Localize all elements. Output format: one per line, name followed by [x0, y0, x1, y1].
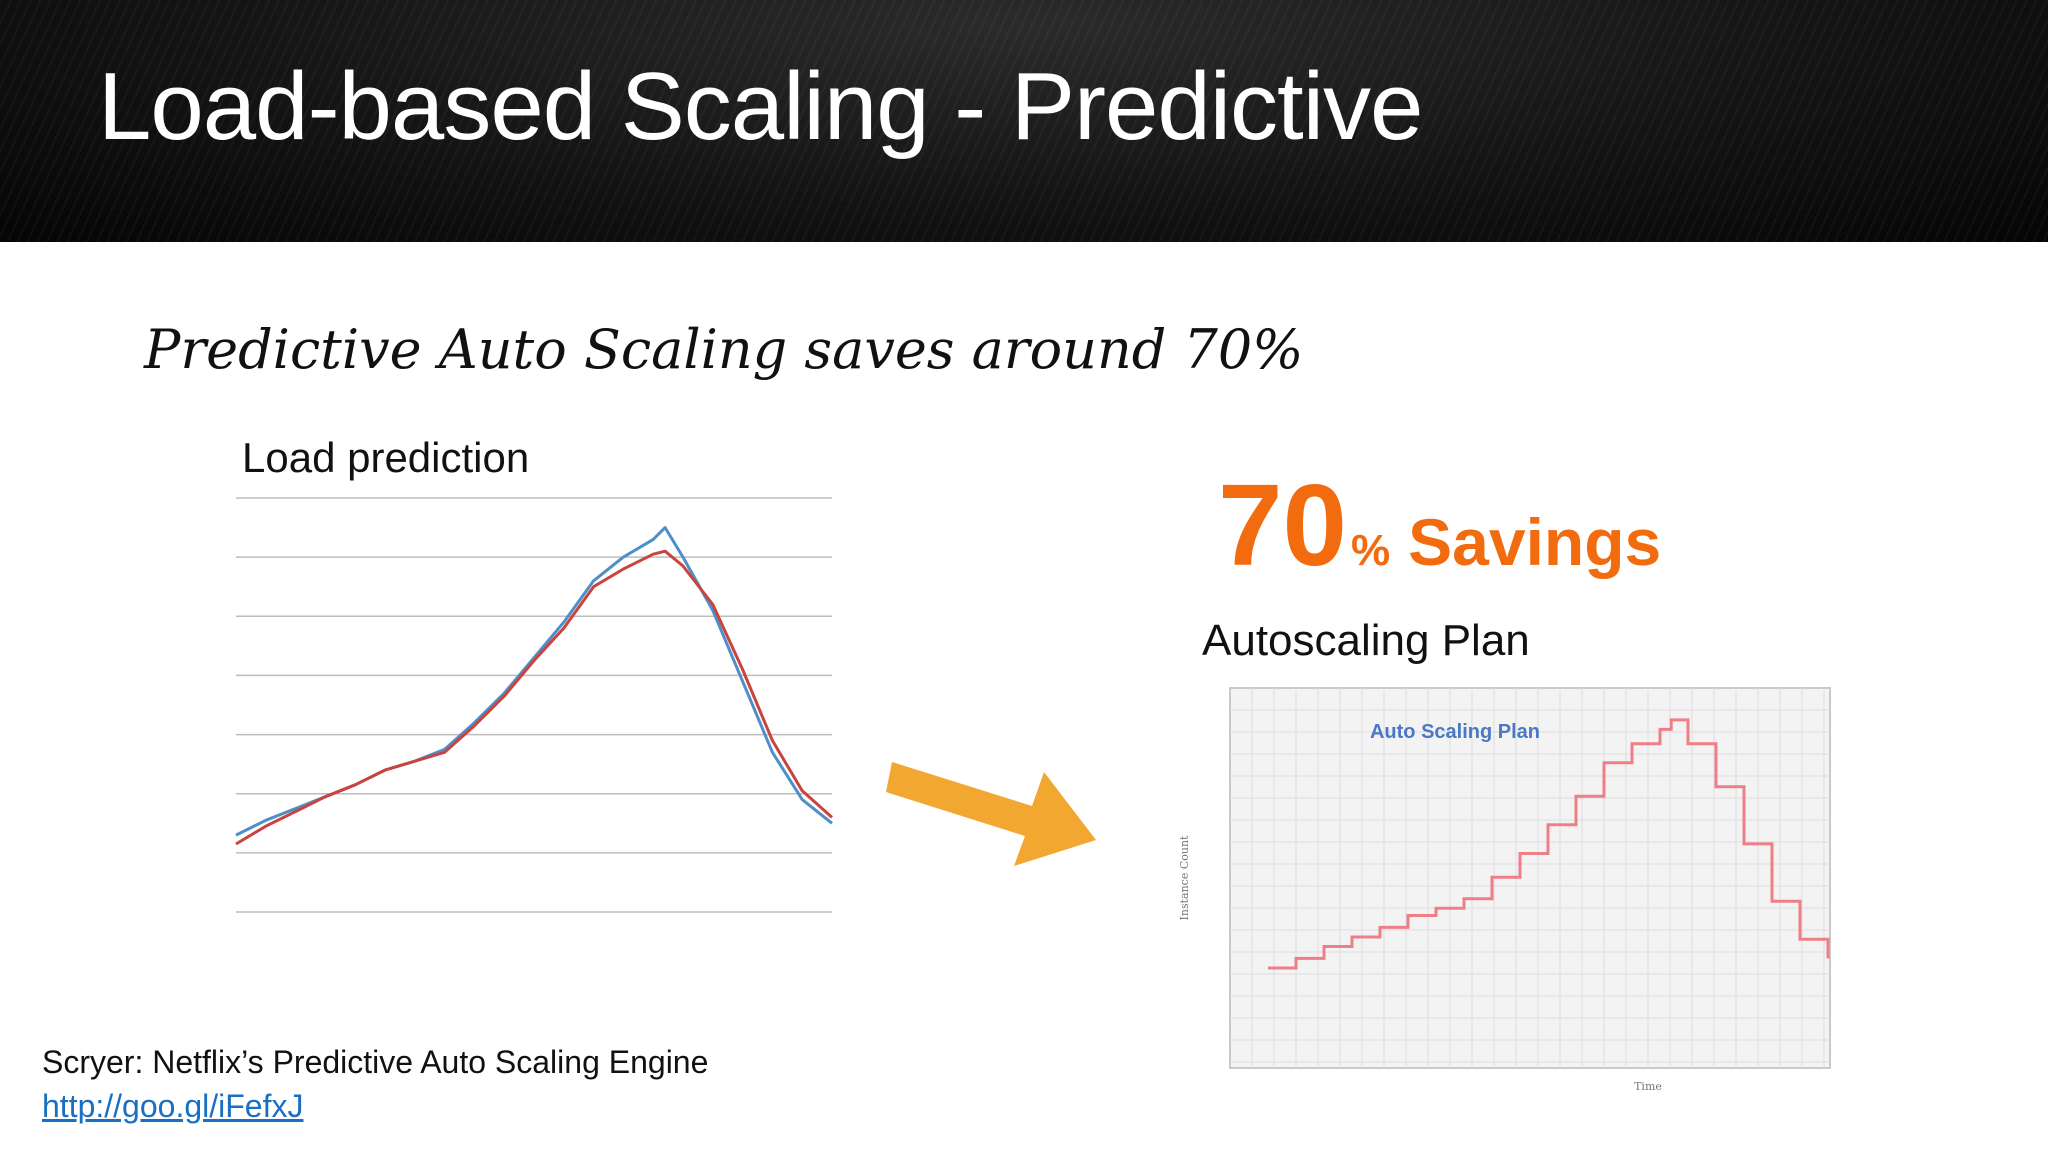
actual-load-line: [235, 526, 833, 837]
slide-title: Load-based Scaling - Predictive: [98, 53, 1423, 160]
load-prediction-chart: [235, 497, 833, 913]
title-banner: Load-based Scaling - Predictive: [0, 0, 2048, 242]
source-link[interactable]: http://goo.gl/iFefxJ: [42, 1088, 304, 1124]
right-arrow-icon: [886, 762, 1096, 866]
arrow-shape: [886, 762, 1096, 866]
slide-subtitle: Predictive Auto Scaling saves around 70%: [144, 318, 1304, 381]
plan-x-axis-label: Time: [1634, 1080, 1662, 1093]
plan-chart-title: Auto Scaling Plan: [1370, 721, 1540, 743]
source-citation: Scryer: Netflix’s Predictive Auto Scalin…: [42, 1044, 709, 1080]
load-prediction-label: Load prediction: [242, 434, 530, 481]
plot-panel: [1229, 687, 1831, 1069]
savings-word: Savings: [1408, 505, 1662, 579]
scaling-plan-step-line: [1268, 718, 1830, 970]
savings-callout: 70% Savings: [1218, 458, 1661, 592]
savings-number: 70: [1218, 460, 1348, 590]
predicted-load-line: [235, 549, 833, 846]
autoscaling-plan-label: Autoscaling Plan: [1202, 616, 1530, 665]
plan-y-axis-label: Instance Count: [1178, 835, 1191, 921]
savings-percent-sign: %: [1351, 526, 1391, 575]
banner-texture: [0, 0, 2048, 242]
autoscaling-plan-chart: Auto Scaling Plan Instance Count Time: [1178, 687, 1831, 1093]
